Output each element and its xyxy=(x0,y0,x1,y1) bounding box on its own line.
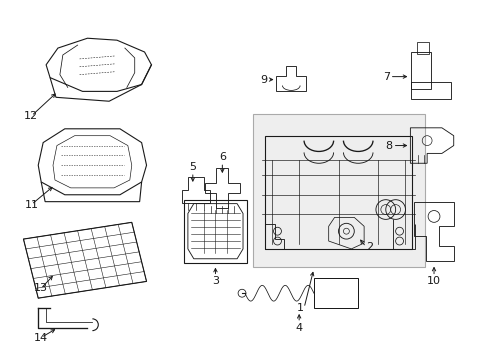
Text: 3: 3 xyxy=(211,276,219,287)
Text: 12: 12 xyxy=(24,111,39,121)
Text: 11: 11 xyxy=(24,199,38,210)
Text: 8: 8 xyxy=(385,140,392,150)
Text: 6: 6 xyxy=(219,152,225,162)
Bar xyxy=(264,136,411,249)
Bar xyxy=(252,114,424,267)
Bar xyxy=(410,82,450,99)
Text: 14: 14 xyxy=(34,333,48,342)
Bar xyxy=(410,52,430,89)
Text: 9: 9 xyxy=(260,75,267,85)
Text: 10: 10 xyxy=(426,276,440,287)
Bar xyxy=(313,278,358,308)
Text: 1: 1 xyxy=(296,303,304,313)
Bar xyxy=(416,42,428,54)
Bar xyxy=(183,200,246,263)
Text: 7: 7 xyxy=(382,72,389,82)
Text: 5: 5 xyxy=(189,162,196,172)
Text: 2: 2 xyxy=(366,242,372,252)
Text: 13: 13 xyxy=(34,283,48,293)
Text: 4: 4 xyxy=(295,323,302,333)
